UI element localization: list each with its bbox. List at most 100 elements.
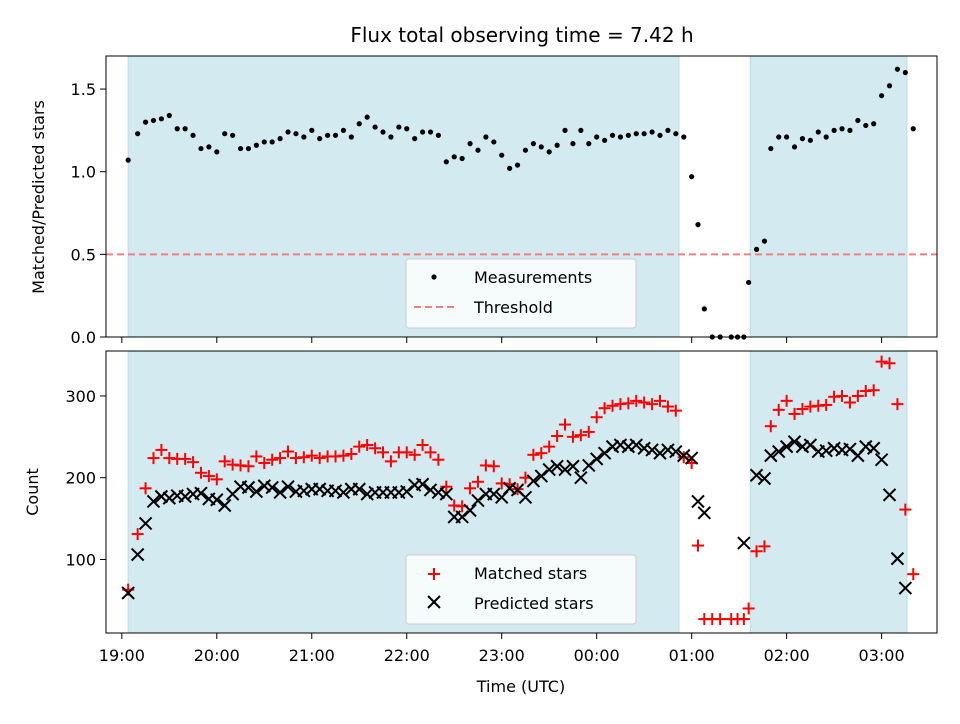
matched-star-point: [867, 384, 880, 397]
measurement-point: [902, 69, 908, 76]
matched-star-point: [194, 466, 207, 479]
measurement-point: [475, 147, 481, 153]
matched-star-point: [424, 446, 437, 459]
predicted-star-point: [613, 438, 628, 452]
measurement-point: [894, 66, 901, 72]
ratio-legend: Measurements Threshold: [405, 258, 637, 329]
matched-star-point: [139, 482, 152, 495]
predicted-star-point: [210, 493, 224, 507]
matched-star-point: [851, 389, 864, 402]
matched-star-point: [820, 398, 833, 411]
measurement-point: [356, 121, 362, 127]
ratio-plot-frame: [105, 55, 938, 338]
matched-star-point: [750, 545, 763, 558]
matched-star-point: [758, 540, 771, 553]
measurement-point: [681, 134, 687, 140]
measurement-point: [701, 306, 707, 312]
matched-star-point: [297, 451, 310, 464]
predicted-star-point: [241, 480, 256, 495]
predicted-star-point: [550, 459, 564, 473]
measurement-point: [317, 136, 323, 142]
predicted-star-point: [130, 547, 145, 562]
measurement-point: [594, 134, 600, 140]
measurement-point: [746, 279, 752, 286]
count-y-tick-label: 100: [65, 550, 96, 569]
predicted-star-point: [764, 448, 778, 463]
ratio-y-tick-label: 0.5: [71, 245, 96, 264]
ratio-y-tick-label: 1.5: [71, 80, 96, 99]
measurement-point: [340, 127, 347, 133]
predicted-star-point: [661, 443, 675, 457]
measurement-point: [483, 134, 489, 140]
predicted-star-point: [360, 487, 374, 501]
measurement-point: [419, 129, 426, 135]
ratio-legend-box: [405, 258, 637, 329]
matched-star-point: [899, 503, 912, 516]
measurement-point: [222, 131, 228, 137]
measurement-point: [499, 152, 505, 158]
measurement-point: [522, 147, 529, 153]
matched-star-point: [582, 425, 595, 438]
predicted-star-point: [336, 485, 351, 500]
measurement-point: [261, 139, 267, 145]
measurement-point: [609, 132, 616, 138]
matched-star-point: [772, 403, 785, 416]
matched-star-point: [551, 430, 564, 443]
matched-star-point: [646, 398, 659, 411]
measurement-point: [372, 124, 378, 130]
predicted-star-point: [645, 443, 659, 457]
measurement-point: [815, 129, 821, 135]
count-legend-box: [405, 554, 637, 625]
predicted-star-point: [890, 551, 905, 566]
matched-star-point: [843, 396, 856, 409]
matched-star-point: [796, 403, 809, 416]
matched-star-point: [598, 402, 611, 415]
measurement-point: [633, 131, 639, 137]
measurement-point: [364, 114, 370, 120]
matched-star-point: [891, 398, 904, 411]
matched-star-point: [780, 394, 793, 407]
matched-star-point: [313, 452, 326, 465]
measurement-point: [412, 136, 418, 142]
predicted-star-point: [121, 586, 135, 600]
ratio-shaded-window-1: [749, 55, 908, 338]
matched-star-point: [669, 404, 682, 417]
legend-predicted-label: Predicted stars: [474, 594, 594, 613]
measurement-point: [641, 131, 647, 137]
measurement-point: [554, 142, 560, 148]
measurement-point: [396, 124, 402, 130]
measurement-point: [879, 93, 885, 99]
matched-star-point: [416, 439, 429, 451]
matched-star-point: [210, 473, 223, 486]
x-tick-label: 01:00: [669, 646, 715, 665]
legend-predicted-marker: [427, 595, 441, 609]
predicted-star-point: [542, 462, 556, 477]
measurement-point: [871, 121, 877, 127]
matched-star-point: [590, 411, 603, 424]
measurement-point: [277, 136, 283, 142]
matched-star-point: [907, 568, 920, 581]
matched-star-point: [384, 455, 397, 468]
matched-star-point: [788, 407, 801, 420]
measurement-point: [657, 132, 663, 138]
predicted-star-point: [431, 485, 446, 500]
measurement-point: [625, 132, 631, 138]
measurement-point: [839, 126, 845, 132]
measurement-point: [237, 145, 244, 152]
predicted-star-point: [779, 439, 794, 454]
measurement-point: [570, 141, 576, 147]
matched-star-point: [764, 420, 777, 433]
x-tick-label: 19:00: [99, 646, 145, 665]
predicted-star-point: [574, 470, 588, 485]
predicted-star-point: [178, 489, 192, 504]
measurement-point: [491, 139, 497, 145]
predicted-star-point: [558, 462, 572, 477]
measurement-point: [293, 131, 299, 137]
predicted-star-point: [194, 486, 208, 500]
x-tick-label: 23:00: [479, 646, 525, 665]
predicted-star-point: [819, 444, 833, 458]
measurement-point: [768, 145, 774, 152]
matched-star-point: [155, 443, 168, 456]
matched-star-point: [527, 448, 540, 461]
